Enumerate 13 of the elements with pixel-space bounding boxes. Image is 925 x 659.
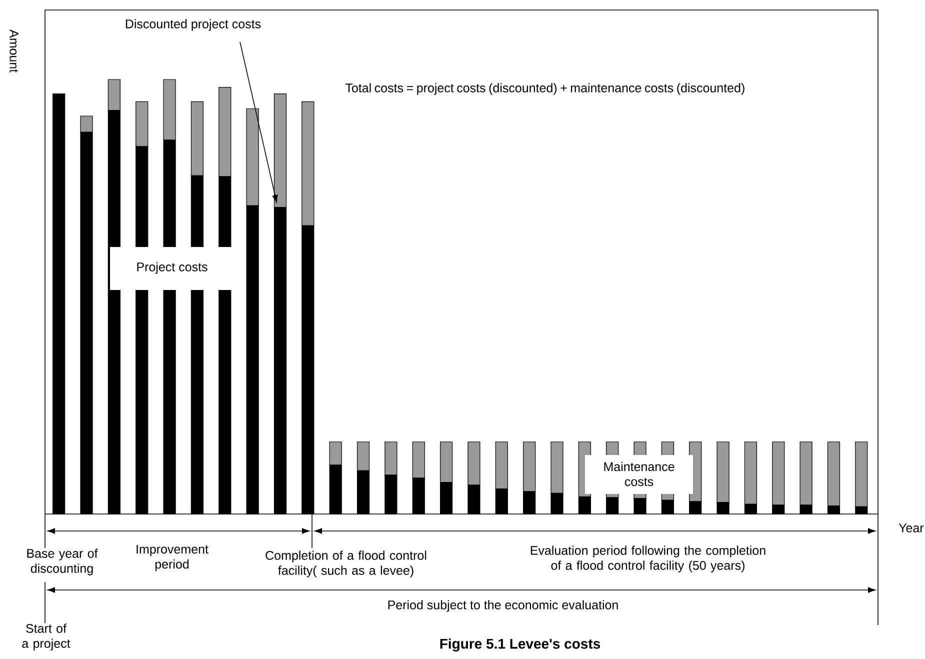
annotation: Maintenance costs [604,462,674,486]
text: Improvement period [136,544,208,572]
text: Evaluation period following the completion of a flood control facility (50 years) [530,546,766,572]
text: Discounted project costs [126,19,261,31]
y-axis-title: Amount [10,30,18,73]
annotation: Total costs = project costs (discounted) + maintenance costs (discounted) [345,83,744,95]
text: Start of a project [22,624,70,650]
text: Base year of discounting [27,548,98,576]
text: Period subject to the economic evaluation [388,600,618,612]
annotation: Project costs [137,262,208,274]
text: Figure 5.1 Levee's costs [440,638,600,652]
x-axis-title: Year [898,524,924,532]
text: Completion of a flood control facility( such as a levee) [266,550,426,578]
